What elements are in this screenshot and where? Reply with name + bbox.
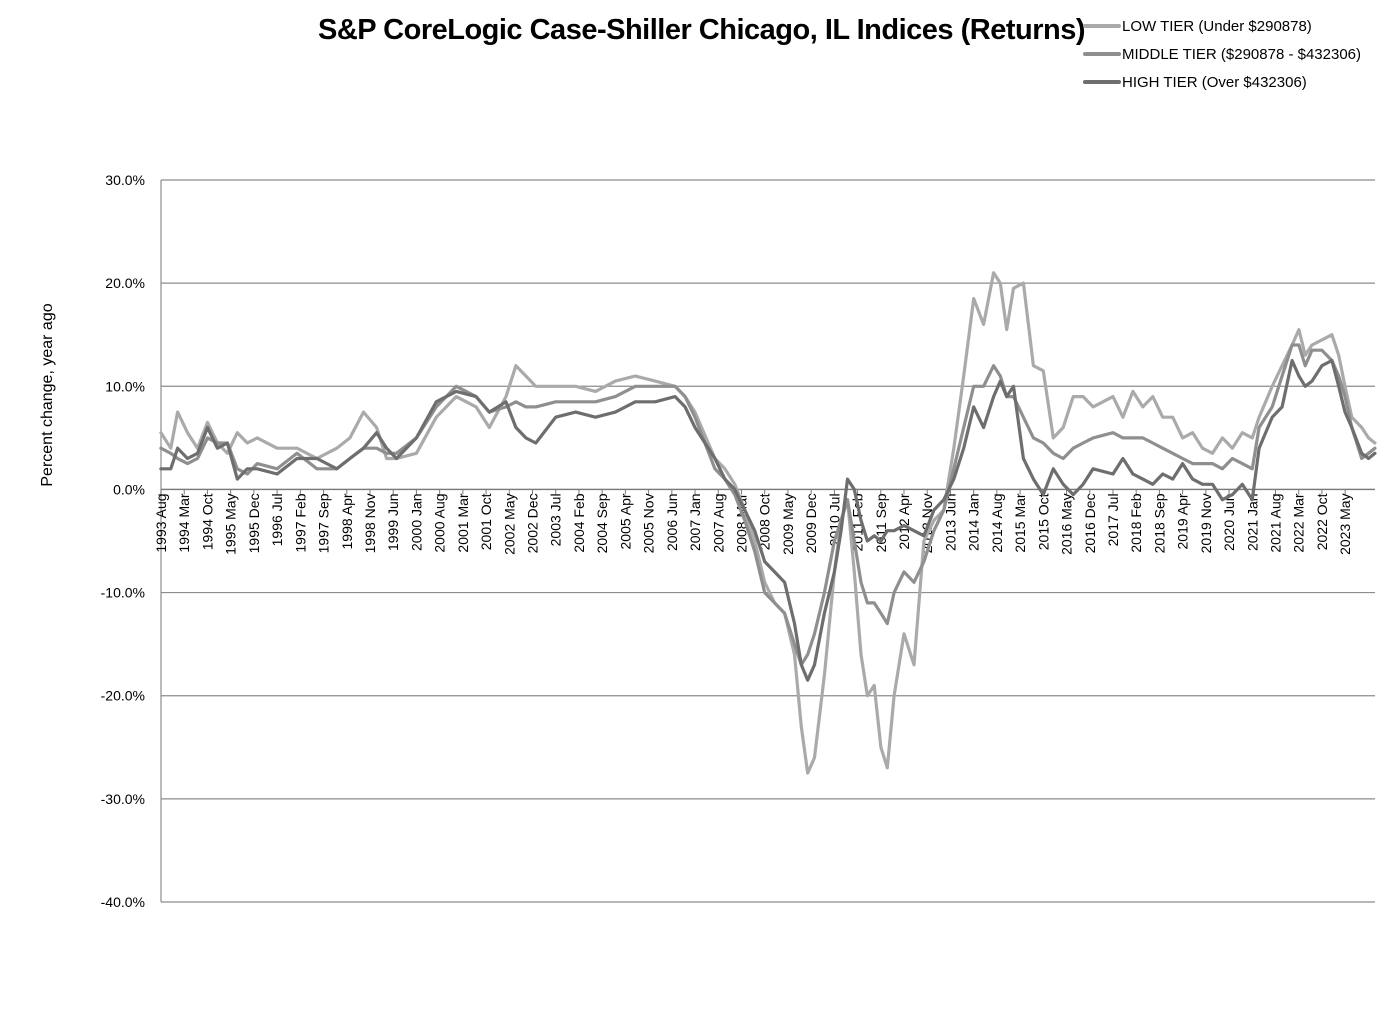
x-tick-label: 2003 Jul bbox=[548, 493, 564, 546]
x-tick-label: 2005 Nov bbox=[641, 493, 657, 553]
x-tick-label: 2021 Jan bbox=[1244, 493, 1260, 551]
legend-label-high-tier: HIGH TIER (Over $432306) bbox=[1122, 73, 1307, 91]
legend-label-low-tier: LOW TIER (Under $290878) bbox=[1122, 17, 1312, 35]
legend-entry-middle-tier: MIDDLE TIER ($290878 - $432306) bbox=[1083, 40, 1361, 68]
legend-entry-high-tier: HIGH TIER (Over $432306) bbox=[1083, 68, 1361, 96]
x-tick-label: 1994 Oct bbox=[199, 493, 215, 550]
y-tick-label: 20.0% bbox=[105, 275, 145, 291]
y-tick-label: -20.0% bbox=[101, 688, 145, 704]
x-tick-label: 2016 Dec bbox=[1082, 493, 1098, 553]
y-tick-label: -30.0% bbox=[101, 791, 145, 807]
y-tick-label: 30.0% bbox=[105, 172, 145, 188]
x-tick-label: 2019 Nov bbox=[1198, 493, 1214, 553]
x-tick-label: 2018 Sep bbox=[1151, 493, 1167, 553]
legend-label-middle-tier: MIDDLE TIER ($290878 - $432306) bbox=[1122, 45, 1362, 63]
y-tick-label: -10.0% bbox=[101, 585, 145, 601]
x-tick-label: 2009 Dec bbox=[803, 493, 819, 553]
x-tick-label: 1994 Mar bbox=[176, 493, 192, 552]
x-tick-label: 2013 Jun bbox=[942, 493, 958, 551]
x-tick-label: 1998 Apr bbox=[339, 493, 355, 549]
series-line-low-tier bbox=[159, 271, 1377, 775]
chart-title: S&P CoreLogic Case-Shiller Chicago, IL I… bbox=[318, 14, 1086, 46]
series-line-high-tier bbox=[159, 358, 1377, 682]
x-tick-label: 2005 Apr bbox=[617, 493, 633, 549]
legend-entry-low-tier: LOW TIER (Under $290878) bbox=[1083, 12, 1361, 40]
x-tick-label: 2000 Jan bbox=[408, 493, 424, 551]
x-tick-label: 2021 Aug bbox=[1268, 493, 1284, 552]
x-tick-label: 1995 Dec bbox=[246, 493, 262, 553]
x-tick-label: 2000 Aug bbox=[432, 493, 448, 552]
legend-swatch-high-tier bbox=[1083, 80, 1121, 84]
y-tick-label: 0.0% bbox=[113, 481, 145, 497]
x-tick-label: 1993 Aug bbox=[153, 493, 169, 552]
x-tick-label: 2022 Mar bbox=[1291, 493, 1307, 552]
legend-swatch-middle-tier bbox=[1083, 52, 1121, 56]
x-tick-label: 2001 Oct bbox=[478, 493, 494, 550]
x-tick-label: 2004 Sep bbox=[594, 493, 610, 553]
x-tick-label: 2011 Sep bbox=[873, 493, 889, 552]
x-tick-label: 2016 May bbox=[1059, 493, 1075, 554]
x-tick-label: 2020 Jun bbox=[1221, 493, 1237, 551]
x-tick-label: 2018 Feb bbox=[1128, 493, 1144, 552]
x-tick-label: 2022 Oct bbox=[1314, 493, 1330, 550]
x-tick-label: 2004 Feb bbox=[571, 493, 587, 552]
y-tick-label: -40.0% bbox=[101, 894, 145, 910]
legend-swatch-low-tier bbox=[1083, 24, 1121, 28]
x-tick-label: 1997 Feb bbox=[292, 493, 308, 552]
x-tick-label: 1995 May bbox=[223, 493, 239, 554]
x-tick-label: 2014 Aug bbox=[989, 493, 1005, 552]
x-tick-label: 2009 May bbox=[780, 493, 796, 554]
x-tick-label: 1997 Sep bbox=[316, 493, 332, 553]
x-tick-label: 2017 Jul bbox=[1105, 493, 1121, 546]
x-tick-label: 2023 May bbox=[1337, 493, 1353, 554]
x-tick-label: 2014 Jan bbox=[966, 493, 982, 551]
x-tick-label: 1999 Jun bbox=[385, 493, 401, 551]
x-tick-label: 2012 Apr bbox=[896, 493, 912, 549]
x-tick-label: 2019 Apr bbox=[1175, 493, 1191, 549]
x-tick-label: 2007 Jan bbox=[687, 493, 703, 551]
x-tick-label: 2015 Oct bbox=[1035, 493, 1051, 550]
x-tick-label: 2015 Mar bbox=[1012, 493, 1028, 552]
x-tick-label: 2002 May bbox=[501, 493, 517, 554]
x-tick-label: 2007 Aug bbox=[710, 493, 726, 552]
x-tick-label: 2006 Jun bbox=[664, 493, 680, 551]
x-tick-label: 2002 Dec bbox=[525, 493, 541, 553]
y-tick-label: 10.0% bbox=[105, 378, 145, 394]
x-tick-label: 2008 Oct bbox=[757, 493, 773, 550]
legend: LOW TIER (Under $290878) MIDDLE TIER ($2… bbox=[1083, 12, 1361, 96]
x-tick-label: 1996 Jul bbox=[269, 493, 285, 546]
x-tick-label: 2001 Mar bbox=[455, 493, 471, 552]
x-tick-label: 1998 Nov bbox=[362, 493, 378, 553]
